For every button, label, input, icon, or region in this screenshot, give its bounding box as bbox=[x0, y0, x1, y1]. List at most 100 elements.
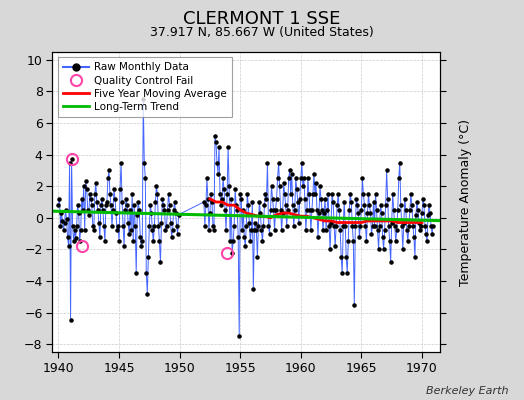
Point bbox=[162, 222, 171, 229]
Point bbox=[360, 202, 368, 208]
Point bbox=[344, 238, 353, 245]
Point bbox=[113, 227, 121, 234]
Point bbox=[233, 207, 242, 213]
Point bbox=[217, 202, 225, 208]
Point bbox=[378, 234, 387, 240]
Point bbox=[146, 202, 155, 208]
Point bbox=[252, 227, 260, 234]
Point bbox=[95, 219, 103, 226]
Point bbox=[307, 227, 315, 234]
Point bbox=[362, 238, 370, 245]
Point bbox=[68, 156, 76, 162]
Point bbox=[172, 222, 181, 229]
Point bbox=[124, 219, 133, 226]
Point bbox=[97, 196, 106, 202]
Point bbox=[105, 167, 113, 174]
Point bbox=[285, 175, 293, 182]
Point bbox=[234, 234, 243, 240]
Point bbox=[275, 159, 283, 166]
Point bbox=[165, 191, 173, 197]
Point bbox=[330, 222, 339, 229]
Point bbox=[425, 202, 433, 208]
Point bbox=[409, 222, 417, 229]
Point bbox=[278, 210, 287, 216]
Point bbox=[294, 219, 303, 226]
Point bbox=[138, 238, 147, 245]
Point bbox=[213, 159, 221, 166]
Point bbox=[259, 222, 268, 229]
Point bbox=[215, 144, 223, 150]
Point bbox=[229, 238, 237, 245]
Point bbox=[91, 191, 99, 197]
Point bbox=[208, 199, 216, 205]
Point bbox=[242, 222, 250, 229]
Point bbox=[401, 207, 410, 213]
Point bbox=[110, 186, 118, 192]
Point bbox=[206, 210, 214, 216]
Point bbox=[109, 207, 117, 213]
Point bbox=[322, 227, 330, 234]
Point bbox=[334, 191, 342, 197]
Point bbox=[336, 227, 344, 234]
Point bbox=[387, 259, 395, 265]
Point bbox=[364, 191, 373, 197]
Point bbox=[60, 219, 69, 226]
Point bbox=[312, 180, 320, 186]
Point bbox=[135, 207, 144, 213]
Point bbox=[383, 167, 391, 174]
Point bbox=[340, 199, 348, 205]
Point bbox=[77, 227, 85, 234]
Point bbox=[155, 238, 163, 245]
Point bbox=[63, 234, 72, 240]
Point bbox=[239, 207, 247, 213]
Point bbox=[365, 202, 374, 208]
Point bbox=[347, 199, 355, 205]
Point bbox=[419, 196, 427, 202]
Point bbox=[353, 202, 362, 208]
Point bbox=[385, 222, 393, 229]
Point bbox=[171, 210, 180, 216]
Point bbox=[88, 202, 96, 208]
Point bbox=[257, 227, 266, 234]
Point bbox=[368, 222, 377, 229]
Point bbox=[290, 222, 298, 229]
Point bbox=[420, 202, 428, 208]
Point bbox=[141, 175, 149, 182]
Legend: Raw Monthly Data, Quality Control Fail, Five Year Moving Average, Long-Term Tren: Raw Monthly Data, Quality Control Fail, … bbox=[58, 57, 232, 117]
Point bbox=[150, 222, 159, 229]
Point bbox=[357, 207, 366, 213]
Point bbox=[423, 238, 431, 245]
Point bbox=[352, 196, 361, 202]
Point bbox=[216, 191, 224, 197]
Point bbox=[209, 222, 217, 229]
Point bbox=[214, 170, 222, 177]
Point bbox=[317, 196, 325, 202]
Point bbox=[154, 222, 162, 229]
Point bbox=[421, 222, 429, 229]
Point bbox=[230, 222, 238, 229]
Point bbox=[153, 191, 161, 197]
Point bbox=[83, 186, 91, 192]
Point bbox=[405, 222, 413, 229]
Point bbox=[202, 202, 210, 208]
Point bbox=[261, 191, 270, 197]
Point bbox=[345, 207, 354, 213]
Point bbox=[293, 199, 302, 205]
Point bbox=[108, 222, 116, 229]
Point bbox=[166, 219, 174, 226]
Point bbox=[381, 202, 390, 208]
Point bbox=[152, 183, 160, 190]
Point bbox=[333, 202, 341, 208]
Point bbox=[69, 238, 78, 245]
Point bbox=[325, 222, 333, 229]
Point bbox=[277, 227, 286, 234]
Point bbox=[413, 199, 421, 205]
Point bbox=[389, 207, 398, 213]
Point bbox=[149, 238, 158, 245]
Point bbox=[411, 254, 419, 260]
Point bbox=[332, 222, 341, 229]
Text: 37.917 N, 85.667 W (United States): 37.917 N, 85.667 W (United States) bbox=[150, 26, 374, 39]
Point bbox=[96, 234, 104, 240]
Point bbox=[270, 227, 279, 234]
Point bbox=[69, 222, 77, 229]
